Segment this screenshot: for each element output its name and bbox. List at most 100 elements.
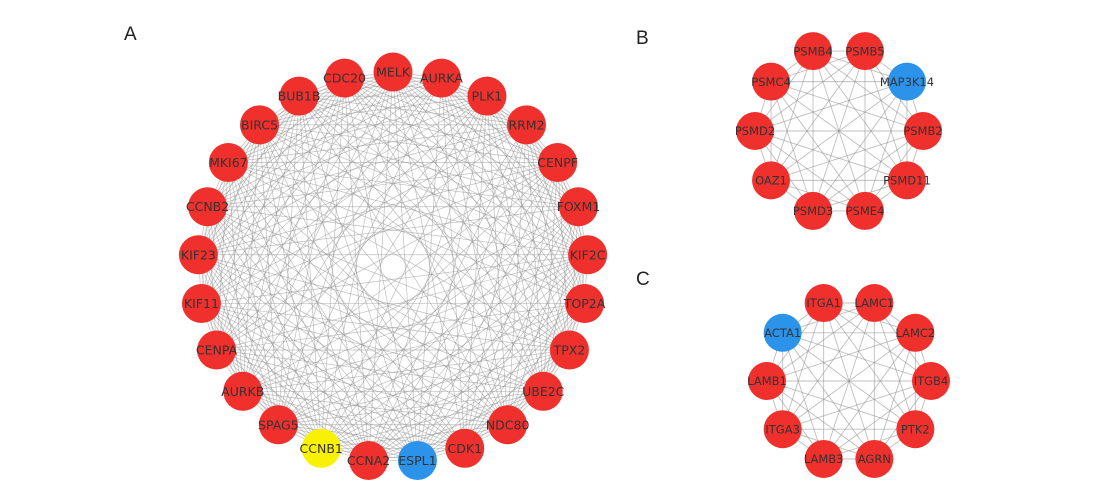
node-psmb5[interactable]: PSMB5 bbox=[845, 32, 885, 71]
node-circle bbox=[488, 405, 528, 445]
edge bbox=[766, 302, 875, 382]
node-psmd2[interactable]: PSMD2 bbox=[735, 112, 775, 150]
node-ndc80[interactable]: NDC80 bbox=[486, 405, 530, 445]
node-ptk2[interactable]: PTK2 bbox=[896, 410, 935, 449]
node-cdk1[interactable]: CDK1 bbox=[445, 428, 485, 468]
edge bbox=[392, 71, 588, 256]
node-foxm1[interactable]: FOXM1 bbox=[557, 187, 601, 227]
node-lamc1[interactable]: LAMC1 bbox=[854, 284, 894, 323]
edge bbox=[207, 77, 345, 207]
node-mki67[interactable]: MKI67 bbox=[208, 143, 248, 183]
node-itga1[interactable]: ITGA1 bbox=[804, 284, 843, 323]
edge bbox=[207, 95, 488, 208]
node-label: PSMB2 bbox=[903, 124, 942, 138]
edge bbox=[201, 303, 418, 461]
node-kif23[interactable]: KIF23 bbox=[178, 235, 218, 275]
edge bbox=[259, 124, 369, 461]
node-ccnb1[interactable]: CCNB1 bbox=[300, 428, 343, 468]
node-agrn[interactable]: AGRN bbox=[855, 439, 894, 478]
node-lamc2[interactable]: LAMC2 bbox=[895, 313, 935, 352]
edge bbox=[321, 424, 508, 449]
edge bbox=[368, 71, 394, 461]
node-aurka[interactable]: AURKA bbox=[420, 58, 463, 98]
edge bbox=[259, 124, 418, 461]
node-circle bbox=[855, 439, 894, 478]
node-birc5[interactable]: BIRC5 bbox=[240, 105, 280, 145]
node-plk1[interactable]: PLK1 bbox=[467, 76, 507, 116]
node-psmb4[interactable]: PSMB4 bbox=[793, 32, 833, 71]
node-itgb4[interactable]: ITGB4 bbox=[912, 362, 950, 400]
edge bbox=[201, 303, 465, 449]
edge bbox=[201, 303, 544, 392]
edge bbox=[259, 124, 558, 163]
panel-label-c: C bbox=[636, 269, 650, 290]
edge bbox=[207, 206, 369, 461]
edge bbox=[368, 254, 588, 461]
edge bbox=[321, 303, 585, 449]
edge bbox=[242, 71, 394, 392]
edge bbox=[298, 95, 508, 425]
node-lamb3[interactable]: LAMB3 bbox=[804, 439, 844, 478]
edge bbox=[344, 78, 418, 461]
edge bbox=[441, 77, 570, 351]
node-oaz1[interactable]: OAZ1 bbox=[752, 161, 791, 200]
node-circle bbox=[181, 284, 221, 324]
node-kif2c[interactable]: KIF2C bbox=[568, 235, 608, 275]
node-rrm2[interactable]: RRM2 bbox=[506, 105, 546, 145]
edge bbox=[201, 303, 322, 449]
node-espl1[interactable]: ESPL1 bbox=[397, 440, 437, 480]
edge bbox=[228, 162, 322, 449]
node-top2a[interactable]: TOP2A bbox=[563, 284, 606, 324]
edge bbox=[228, 124, 527, 163]
edge bbox=[198, 77, 442, 256]
edge bbox=[228, 162, 579, 208]
node-psmd11[interactable]: PSMD11 bbox=[883, 161, 931, 200]
node-psmb2[interactable]: PSMB2 bbox=[903, 112, 943, 150]
edge bbox=[526, 124, 585, 304]
edge bbox=[344, 77, 570, 351]
node-melk[interactable]: MELK bbox=[373, 52, 413, 92]
edge bbox=[278, 206, 579, 426]
node-ccnb2[interactable]: CCNB2 bbox=[186, 187, 229, 227]
node-circle bbox=[855, 284, 894, 323]
node-circle bbox=[804, 284, 843, 323]
edge bbox=[770, 50, 814, 181]
node-label: BIRC5 bbox=[241, 117, 278, 132]
edge bbox=[368, 424, 508, 461]
node-kif11[interactable]: KIF11 bbox=[181, 284, 221, 324]
node-circle bbox=[279, 76, 319, 116]
node-map3k14[interactable]: MAP3K14 bbox=[880, 62, 934, 101]
edge bbox=[441, 78, 466, 449]
edge bbox=[320, 206, 579, 449]
node-ube2c[interactable]: UBE2C bbox=[522, 371, 565, 411]
node-acta1[interactable]: ACTA1 bbox=[763, 313, 802, 352]
edge bbox=[321, 349, 570, 449]
edge bbox=[782, 332, 875, 460]
edge bbox=[259, 71, 394, 126]
node-label: BUB1B bbox=[278, 89, 321, 104]
node-label: TOP2A bbox=[563, 296, 606, 311]
node-circle bbox=[467, 76, 507, 116]
edge bbox=[368, 162, 558, 461]
node-psmc4[interactable]: PSMC4 bbox=[751, 62, 791, 101]
node-circle bbox=[373, 52, 413, 92]
edge bbox=[198, 254, 544, 392]
edge bbox=[242, 254, 588, 392]
edge bbox=[812, 130, 924, 212]
node-bub1b[interactable]: BUB1B bbox=[278, 76, 321, 116]
node-itga3[interactable]: ITGA3 bbox=[763, 410, 802, 449]
node-aurkb[interactable]: AURKB bbox=[221, 371, 264, 411]
node-psmd3[interactable]: PSMD3 bbox=[793, 191, 833, 230]
node-label: PSMD11 bbox=[883, 174, 931, 188]
node-cenpf[interactable]: CENPF bbox=[537, 143, 578, 183]
edge bbox=[198, 77, 345, 255]
node-cdc20[interactable]: CDC20 bbox=[323, 58, 366, 98]
node-cenpa[interactable]: CENPA bbox=[196, 330, 238, 370]
node-psme4[interactable]: PSME4 bbox=[846, 191, 885, 230]
edge bbox=[242, 303, 585, 392]
edge bbox=[198, 254, 322, 449]
node-ccna2[interactable]: CCNA2 bbox=[347, 440, 390, 480]
node-tpx2[interactable]: TPX2 bbox=[549, 330, 589, 370]
node-spag5[interactable]: SPAG5 bbox=[258, 405, 299, 445]
node-lamb1[interactable]: LAMB1 bbox=[747, 362, 787, 400]
